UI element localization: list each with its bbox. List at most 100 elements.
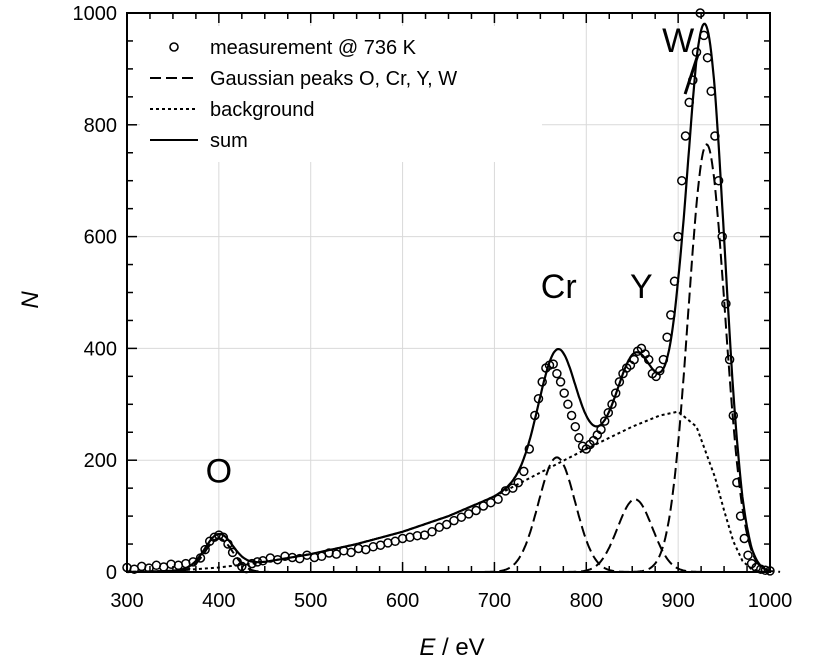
measurement-point <box>658 354 669 365</box>
legend-label: sum <box>210 130 248 152</box>
x-axis-title: E / eV <box>419 634 484 661</box>
measurement-point <box>530 410 540 421</box>
legend-label: measurement @ 736 K <box>210 37 417 59</box>
measurement-point <box>519 466 529 477</box>
legend-marker-measurement <box>169 42 179 52</box>
measurement-point <box>188 557 198 567</box>
measurement-point <box>728 410 739 421</box>
measurement-point <box>680 131 691 141</box>
measurement-point <box>214 530 224 540</box>
sum-line <box>127 22 771 574</box>
measurement-point <box>614 377 625 387</box>
measurement-point <box>710 131 720 141</box>
legend-label: background <box>210 99 315 121</box>
measurement-point <box>493 494 503 505</box>
measurement-point <box>552 368 562 379</box>
measurement-point <box>449 515 459 526</box>
legend-box <box>140 26 542 162</box>
measurement-point <box>677 175 687 186</box>
y-tick-label: 400 <box>84 338 117 360</box>
measurement-point <box>732 477 742 488</box>
x-tick-label: 400 <box>202 590 235 612</box>
x-tick-label: 900 <box>661 590 694 612</box>
measurement-point <box>713 175 724 186</box>
measurement-point <box>227 547 238 558</box>
x-tick-label: 1000 <box>748 590 793 612</box>
measurement-point <box>684 97 694 108</box>
annotation-y: Y <box>630 268 653 306</box>
measurement-point <box>508 483 518 493</box>
y-tick-label: 1000 <box>73 3 118 25</box>
measurement-point <box>252 557 263 567</box>
measurement-point <box>548 359 558 369</box>
measurement-point <box>513 477 524 488</box>
measurement-point <box>603 407 614 418</box>
measurement-point <box>427 527 437 537</box>
y-axis-title: N <box>17 291 44 309</box>
measurement-point <box>441 519 452 530</box>
gaussian-peak-y <box>565 498 705 573</box>
measurement-point <box>607 399 617 410</box>
measurement-point <box>669 276 680 287</box>
measurement-point <box>596 424 606 435</box>
measurement-point <box>735 511 746 521</box>
measurement-point <box>537 377 547 387</box>
measurement-point <box>471 505 481 516</box>
gaussian-peak-cr <box>483 456 631 573</box>
measurement-point <box>209 532 220 543</box>
measurement-point <box>599 416 610 426</box>
measurement-point <box>223 539 233 549</box>
measurement-point <box>563 399 573 410</box>
measurement-point <box>574 433 584 443</box>
measurement-point <box>666 310 676 320</box>
measurement-point <box>463 509 474 519</box>
measurement-point <box>524 444 535 454</box>
y-tick-label: 600 <box>84 227 117 249</box>
measurement-point <box>724 354 735 365</box>
measurement-point <box>247 558 257 569</box>
measurement-point <box>555 377 566 387</box>
measurement-point <box>643 354 654 365</box>
x-axis-unit: / eV <box>435 634 484 661</box>
measurement-point <box>533 393 544 404</box>
measurement-point <box>662 332 672 342</box>
annotation-w: W <box>662 22 694 60</box>
plot-frame: 300 400 500 600 700 800 900 1000 0 200 400 600 800 10… <box>73 3 793 612</box>
x-tick-label: 500 <box>294 590 327 612</box>
x-tick-label: 300 <box>110 590 143 612</box>
x-tick-label: 800 <box>570 590 603 612</box>
y-tick-label: 200 <box>84 450 117 472</box>
legend-label: Gaussian peaks O, Cr, Y, W <box>210 68 457 90</box>
y-tick-label: 0 <box>106 562 117 584</box>
measurement-point <box>566 410 577 421</box>
measurement-point <box>610 388 621 398</box>
x-tick-label: 700 <box>478 590 511 612</box>
measurement-point <box>195 553 206 563</box>
measurement-point <box>559 388 569 398</box>
annotations: O Cr Y W <box>206 22 700 491</box>
annotation-o: O <box>206 453 232 491</box>
measurement-point <box>717 231 727 242</box>
legend: measurement @ 736 K Gaussian peaks O, Cr,… <box>140 26 542 162</box>
measurement-point <box>200 544 210 555</box>
y-tick-label: 800 <box>84 115 117 137</box>
x-tick-label: 600 <box>386 590 419 612</box>
measurement-point <box>218 532 229 543</box>
measurement-point <box>629 354 639 365</box>
measurement-point <box>699 30 709 41</box>
x-axis-variable: E <box>419 634 436 661</box>
measurement-point <box>721 298 731 309</box>
measurement-point <box>673 231 683 242</box>
measurement-point <box>346 547 356 558</box>
measurement-point <box>706 86 716 97</box>
measurement-point <box>739 533 750 544</box>
measurement-point <box>743 550 753 560</box>
measurement-point <box>570 421 581 432</box>
measurement-point <box>655 366 665 376</box>
annotation-pointer-line <box>683 53 700 95</box>
annotation-cr: Cr <box>541 268 577 306</box>
measurement-point <box>702 52 713 63</box>
background-line <box>126 410 771 573</box>
measurement-point <box>272 554 283 565</box>
